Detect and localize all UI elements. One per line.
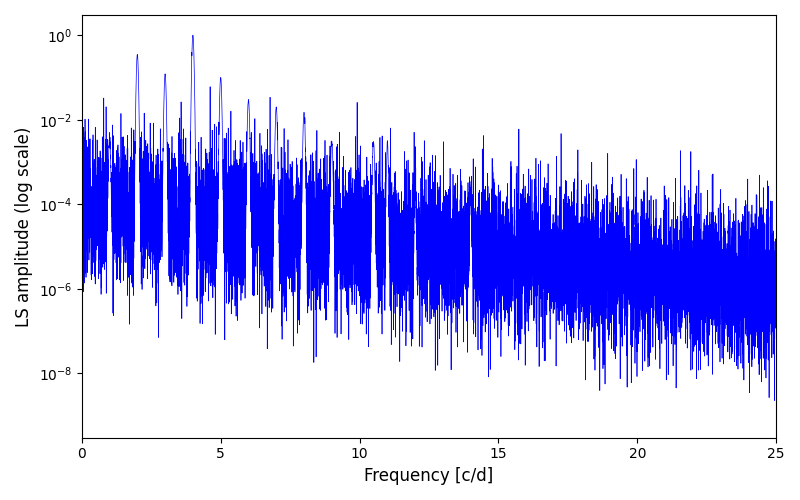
Y-axis label: LS amplitude (log scale): LS amplitude (log scale) [15,126,33,326]
X-axis label: Frequency [c/d]: Frequency [c/d] [364,467,494,485]
